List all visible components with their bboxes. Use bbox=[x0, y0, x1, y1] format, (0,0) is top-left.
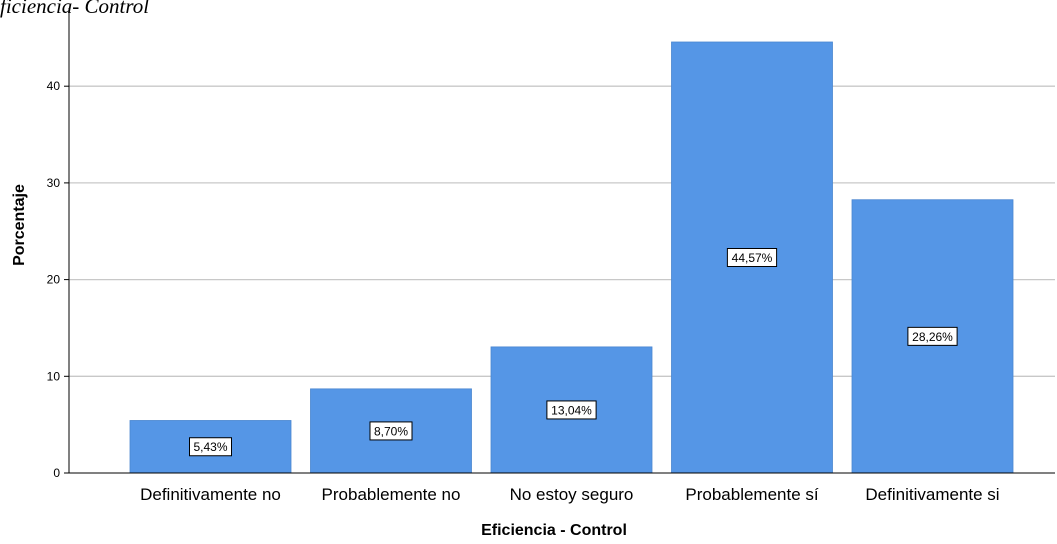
x-category-label: Probablemente sí bbox=[685, 485, 819, 504]
x-categories: Definitivamente no Probablemente no No est… bbox=[140, 485, 999, 504]
data-label-box bbox=[189, 437, 232, 457]
data-label-box bbox=[369, 421, 413, 441]
x-axis-title: Eficiencia - Control bbox=[481, 522, 627, 539]
data-label: 28,26% bbox=[912, 330, 953, 344]
data-label: 8,70% bbox=[374, 424, 408, 438]
data-label: 5,43% bbox=[193, 440, 227, 454]
y-axis-title: Porcentaje bbox=[11, 184, 28, 266]
y-tick-label: 0 bbox=[53, 466, 60, 480]
x-category-label: Definitivamente no bbox=[140, 485, 281, 504]
y-tick-label: 30 bbox=[47, 176, 61, 190]
data-label: 44,57% bbox=[732, 251, 773, 265]
x-category-label: Probablemente no bbox=[322, 485, 461, 504]
axes bbox=[68, 8, 1055, 474]
data-label: 13,04% bbox=[551, 403, 592, 417]
x-category-label: Definitivamente si bbox=[865, 485, 999, 504]
data-label-box bbox=[907, 326, 958, 346]
chart-caption: ficiencia- Control bbox=[0, 0, 150, 18]
data-label-box bbox=[546, 400, 597, 420]
y-tick-label: 10 bbox=[47, 369, 61, 383]
x-category-label: No estoy seguro bbox=[510, 485, 634, 504]
y-ticks: 0 10 20 30 40 bbox=[47, 79, 69, 480]
y-tick-label: 40 bbox=[47, 79, 61, 93]
y-tick-label: 20 bbox=[47, 273, 61, 287]
data-label-box bbox=[726, 248, 778, 267]
data-labels: 5,43% 8,70% 13,04% 44,57% 28,26% bbox=[189, 248, 958, 457]
